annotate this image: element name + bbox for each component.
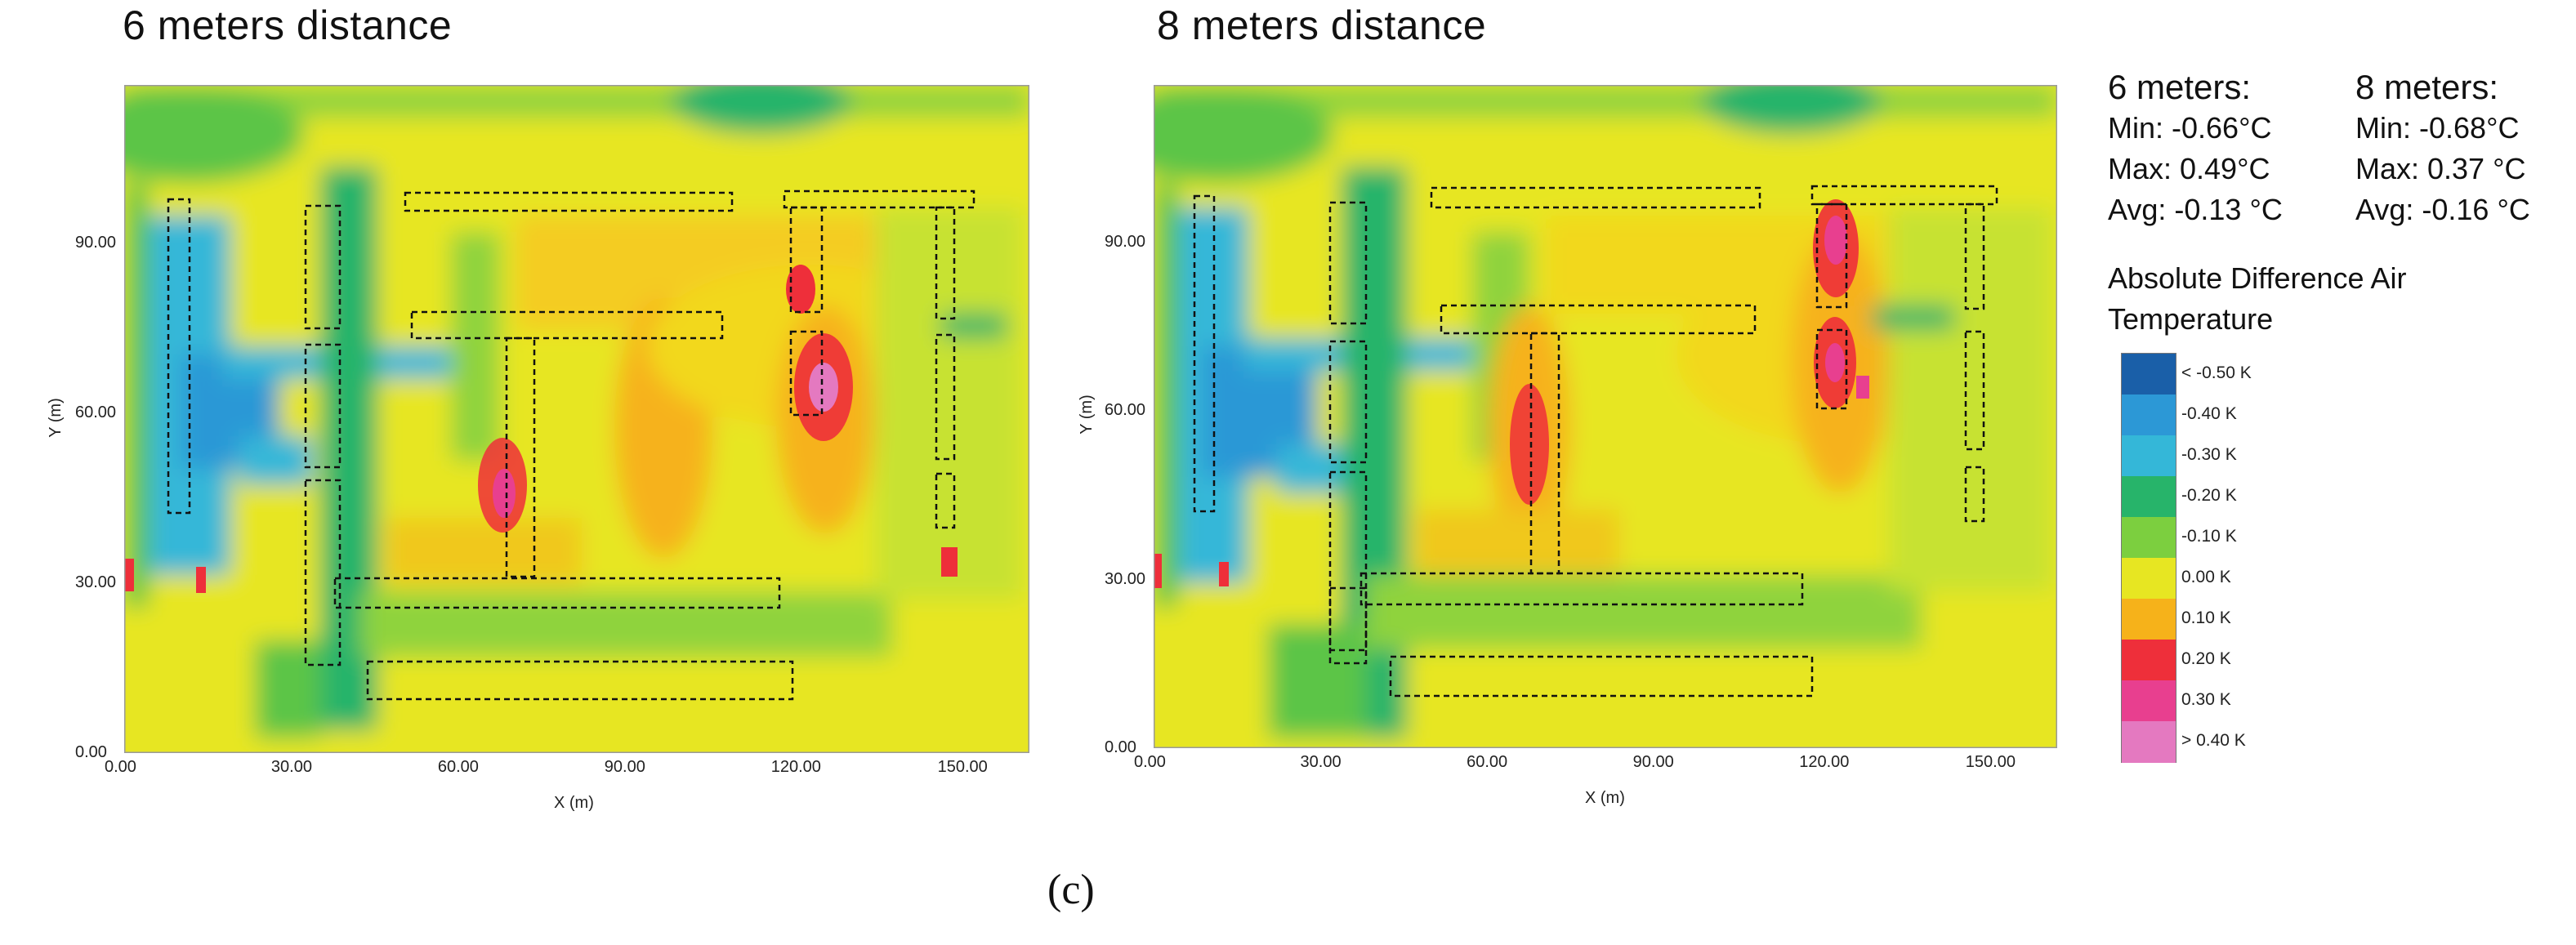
figure-caption: (c) bbox=[1047, 867, 1095, 913]
legend-label: -0.20 K bbox=[2181, 486, 2237, 505]
panel-1-xtick: 150.00 bbox=[937, 758, 988, 776]
legend-swatch bbox=[2122, 354, 2176, 395]
color-legend bbox=[2121, 353, 2176, 763]
stats-6m-min: Min: -0.66°C bbox=[2108, 111, 2272, 145]
heatmap-8m bbox=[1154, 85, 2057, 748]
panel-2-ytick: 30.00 bbox=[1105, 569, 1146, 588]
panel-1-ylabel: Y (m) bbox=[46, 398, 65, 438]
panel-2-ytick: 90.00 bbox=[1105, 232, 1146, 251]
legend-label: > 0.40 K bbox=[2181, 731, 2246, 750]
legend-swatch bbox=[2122, 517, 2176, 559]
legend-title: Absolute Difference Air Temperature bbox=[2108, 258, 2407, 340]
panel-1-xtick: 90.00 bbox=[604, 758, 645, 776]
stats-6m-avg: Avg: -0.13 °C bbox=[2108, 193, 2283, 226]
stats-8m-avg: Avg: -0.16 °C bbox=[2355, 193, 2530, 226]
stats-6m-max: Max: 0.49°C bbox=[2108, 152, 2270, 185]
panel-2-xlabel: X (m) bbox=[1585, 789, 1625, 807]
panel-1-xtick: 0.00 bbox=[105, 758, 136, 776]
panel-1-xtick: 120.00 bbox=[770, 758, 821, 776]
legend-swatch bbox=[2122, 476, 2176, 518]
legend-swatch bbox=[2122, 721, 2176, 763]
panel-1-xlabel: X (m) bbox=[554, 794, 594, 812]
panel-2-ylabel: Y (m) bbox=[1077, 394, 1096, 435]
legend-label: -0.10 K bbox=[2181, 527, 2237, 546]
legend-label: 0.30 K bbox=[2181, 690, 2231, 709]
panel-2-xtick: 120.00 bbox=[1799, 753, 1850, 771]
stats-8m: 8 meters: Min: -0.68°C Max: 0.37 °C Avg:… bbox=[2355, 67, 2530, 230]
stats-6m: 6 meters: Min: -0.66°C Max: 0.49°C Avg: … bbox=[2108, 67, 2283, 230]
panel-1-ytick: 30.00 bbox=[75, 573, 117, 592]
panel-2-xtick: 60.00 bbox=[1467, 753, 1508, 771]
stats-6m-header: 6 meters: bbox=[2108, 68, 2252, 106]
legend-swatch bbox=[2122, 394, 2176, 436]
legend-label: 0.00 K bbox=[2181, 568, 2231, 586]
panel-2-ytick: 0.00 bbox=[1105, 738, 1136, 756]
legend-label: -0.30 K bbox=[2181, 445, 2237, 464]
panel-2-xtick: 0.00 bbox=[1134, 753, 1166, 771]
panel-1-ytick: 90.00 bbox=[75, 234, 117, 252]
panel-2-xtick: 30.00 bbox=[1300, 753, 1342, 771]
panel-2-title: 8 meters distance bbox=[1157, 2, 1487, 48]
legend-label: 0.10 K bbox=[2181, 608, 2231, 627]
stats-8m-max: Max: 0.37 °C bbox=[2355, 152, 2526, 185]
stats-8m-min: Min: -0.68°C bbox=[2355, 111, 2520, 145]
legend-label: 0.20 K bbox=[2181, 649, 2231, 668]
legend-swatch bbox=[2122, 599, 2176, 640]
legend-swatch bbox=[2122, 680, 2176, 722]
legend-label: < -0.50 K bbox=[2181, 363, 2252, 382]
legend-label: -0.40 K bbox=[2181, 404, 2237, 423]
legend-swatch bbox=[2122, 640, 2176, 681]
legend-swatch bbox=[2122, 558, 2176, 600]
panel-1-title: 6 meters distance bbox=[123, 2, 453, 48]
panel-2-xtick: 150.00 bbox=[1965, 753, 2016, 771]
panel-2-ytick: 60.00 bbox=[1105, 401, 1146, 420]
stats-8m-header: 8 meters: bbox=[2355, 68, 2499, 106]
legend-swatch bbox=[2122, 435, 2176, 477]
legend-title-line2: Temperature bbox=[2108, 302, 2274, 336]
panel-1-ytick: 60.00 bbox=[75, 403, 117, 422]
panel-1-xtick: 30.00 bbox=[270, 758, 312, 776]
heatmap-6m bbox=[124, 85, 1029, 753]
panel-1-ytick: 0.00 bbox=[75, 743, 107, 761]
panel-1-xtick: 60.00 bbox=[437, 758, 479, 776]
panel-2-xtick: 90.00 bbox=[1632, 753, 1674, 771]
legend-title-line1: Absolute Difference Air bbox=[2108, 261, 2407, 295]
